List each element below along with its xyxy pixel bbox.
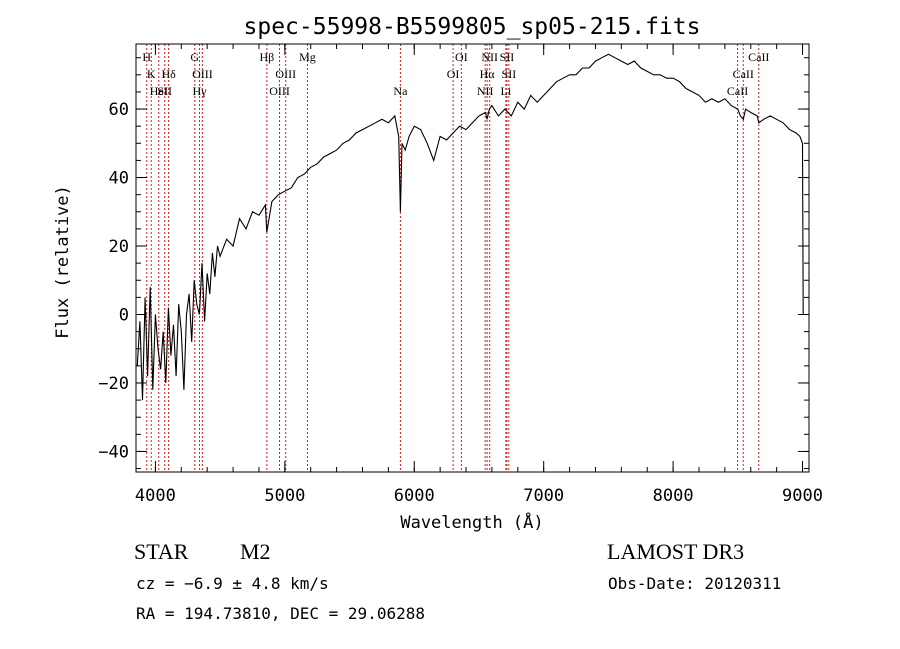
line-label: OIII xyxy=(269,84,290,98)
line-label: NII xyxy=(477,84,494,98)
line-label: Hβ xyxy=(259,50,274,64)
redshift-velocity: cz = −6.9 ± 4.8 km/s xyxy=(136,574,329,593)
x-tick-label: 4000 xyxy=(135,486,176,506)
minor-ticks xyxy=(136,44,809,472)
x-axis-ticks: 4000 5000 6000 7000 8000 9000 xyxy=(135,44,823,506)
observation-date: Obs-Date: 20120311 xyxy=(608,574,782,593)
plot-frame xyxy=(135,43,810,473)
line-label: NII xyxy=(481,50,498,64)
line-label: SII xyxy=(157,84,172,98)
line-label: K xyxy=(147,67,156,81)
survey-name: LAMOST DR3 xyxy=(607,539,745,564)
line-label: CaII xyxy=(748,50,769,64)
line-label: OIII xyxy=(192,67,213,81)
x-tick-label: 9000 xyxy=(782,486,823,506)
x-axis-label: Wavelength (Å) xyxy=(400,511,543,533)
y-tick-label: 20 xyxy=(109,237,129,257)
y-axis-ticks: −40 −20 0 20 40 60 xyxy=(98,100,809,462)
line-label: H xyxy=(142,50,151,64)
y-tick-label: 0 xyxy=(119,305,129,325)
line-label: Hα xyxy=(480,67,496,81)
line-label: Mg xyxy=(299,50,316,64)
y-tick-label: −20 xyxy=(98,374,129,394)
x-tick-label: 5000 xyxy=(264,486,305,506)
x-tick-label: 7000 xyxy=(523,486,564,506)
object-class: STAR xyxy=(134,539,189,564)
line-label: SII xyxy=(502,67,517,81)
coordinates: RA = 194.73810, DEC = 29.06288 xyxy=(136,604,425,623)
x-tick-label: 6000 xyxy=(394,486,435,506)
chart-title: spec-55998-B5599805_sp05-215.fits xyxy=(244,14,701,40)
line-label: Li xyxy=(501,84,512,98)
y-tick-label: 60 xyxy=(109,100,129,120)
line-label: CaII xyxy=(727,84,748,98)
y-tick-label: −40 xyxy=(98,442,129,462)
line-label: HeI xyxy=(150,84,168,98)
line-label: Hδ xyxy=(161,67,176,81)
y-tick-label: 40 xyxy=(109,169,129,189)
line-label: Hγ xyxy=(193,84,208,98)
line-label: OIII xyxy=(275,67,296,81)
spectral-line-markers xyxy=(146,44,760,472)
line-label: SII xyxy=(500,50,515,64)
y-axis-label: Flux (relative) xyxy=(53,185,73,339)
line-label: OI xyxy=(455,50,468,64)
line-label: Na xyxy=(393,84,408,98)
object-subclass: M2 xyxy=(240,539,271,564)
line-label: G xyxy=(190,50,199,64)
spectral-line-labels: HKHeISIIHδGOIIIHγHβOIIIOIIIMgNaOIOINIIHα… xyxy=(142,50,769,98)
x-tick-label: 8000 xyxy=(653,486,694,506)
spectrum-line xyxy=(136,53,804,401)
line-label: CaII xyxy=(733,67,754,81)
line-label: OI xyxy=(447,67,460,81)
